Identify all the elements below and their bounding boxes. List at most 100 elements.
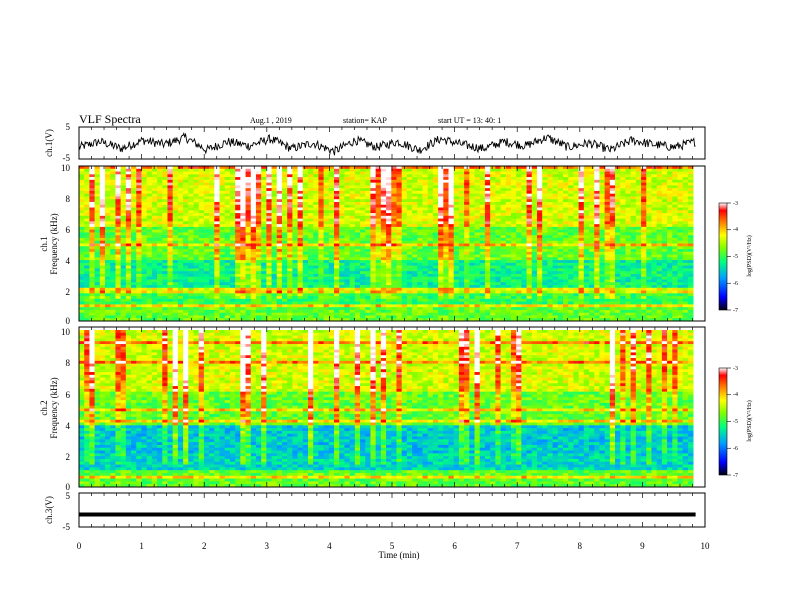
- spectrogram-cell: [625, 268, 632, 272]
- spectrogram-cell: [641, 243, 647, 247]
- spectrogram-cell: [443, 273, 449, 278]
- spectrogram-cell: [375, 210, 382, 214]
- spectrogram-cell: [276, 276, 283, 280]
- spectrogram-cell: [630, 190, 637, 195]
- spectrogram-cell: [500, 243, 507, 247]
- spectrogram-cell: [552, 224, 559, 228]
- spectrogram-cell: [94, 243, 101, 247]
- spectrogram-cell: [438, 179, 444, 184]
- spectrogram-cell: [292, 232, 298, 236]
- spectrogram-cell: [354, 179, 361, 184]
- spectrogram-cell: [250, 271, 257, 275]
- spectrogram-cell: [271, 182, 278, 186]
- spectrogram-cell: [110, 193, 116, 197]
- spectrogram-cell: [105, 232, 111, 236]
- spectrogram-cell: [136, 182, 142, 186]
- spectrogram-cell: [427, 213, 434, 217]
- spectrogram-cell: [620, 218, 626, 222]
- spectrogram-cell: [484, 232, 491, 236]
- spectrogram-cell: [500, 240, 507, 244]
- spectrogram-cell: [552, 276, 559, 280]
- spectrogram-cell: [552, 177, 559, 181]
- spectrogram-cell: [203, 224, 210, 228]
- spectrogram-cell: [609, 237, 616, 242]
- spectrogram-cell: [99, 182, 106, 186]
- spectrogram-cell: [651, 251, 658, 255]
- spectrogram-cell: [240, 240, 246, 244]
- spectrogram-cell: [349, 204, 356, 208]
- spectrogram-cell: [599, 201, 606, 206]
- spectrogram-cell: [682, 224, 689, 228]
- spectrogram-cell: [396, 243, 403, 247]
- spectrogram-cell: [656, 246, 663, 250]
- spectrogram-cell: [125, 262, 132, 267]
- spectrogram-cell: [328, 185, 335, 189]
- spectrogram-cell: [141, 193, 148, 197]
- spectrogram-cell: [271, 235, 278, 239]
- spectrogram-cell: [396, 276, 403, 280]
- spectrogram-cell: [162, 174, 168, 178]
- spectrogram-cell: [287, 193, 293, 197]
- spectrogram-cell: [464, 246, 470, 250]
- spectrogram-cell: [604, 226, 611, 231]
- spectrogram-cell: [141, 188, 148, 192]
- spectrogram-cell: [568, 179, 574, 184]
- spectrogram-cell: [490, 262, 496, 267]
- spectrogram-cell: [635, 262, 642, 267]
- spectrogram-cell: [578, 168, 585, 172]
- spectrogram-cell: [443, 201, 449, 206]
- spectrogram-cell: [370, 276, 377, 280]
- spectrogram-cell: [667, 182, 673, 186]
- spectrogram-cell: [578, 224, 585, 228]
- spectrogram-cell: [484, 179, 491, 184]
- spectrogram-cell: [172, 265, 179, 269]
- spectrogram-cell: [417, 168, 423, 172]
- spectrogram-cell: [84, 237, 90, 242]
- spectrogram-cell: [120, 235, 127, 239]
- spectrogram-cell: [203, 218, 210, 222]
- spectrogram-cell: [224, 273, 231, 278]
- spectrogram-cell: [536, 207, 543, 211]
- spectrogram-cell: [229, 168, 236, 172]
- spectrogram-cell: [646, 199, 652, 203]
- spectrogram-cell: [261, 204, 267, 208]
- spectrogram-cell: [594, 204, 600, 208]
- spectrogram-cell: [620, 174, 626, 178]
- spectrogram-cell: [162, 232, 168, 236]
- spectrogram-cell: [266, 207, 272, 211]
- spectrogram-cell: [495, 224, 501, 228]
- spectrogram-cell: [526, 251, 533, 255]
- spectrogram-cell: [583, 179, 590, 184]
- spectrogram-cell: [672, 215, 678, 219]
- spectrogram-cell: [281, 243, 288, 247]
- spectrogram-cell: [687, 265, 694, 269]
- spectrogram-cell: [146, 196, 153, 200]
- spectrogram-cell: [375, 218, 382, 222]
- spectrogram-cell: [266, 177, 272, 181]
- spectrogram-cell: [287, 249, 293, 253]
- spectrogram-cell: [516, 273, 522, 278]
- spectrogram-cell: [136, 229, 142, 233]
- spectrogram-cell: [615, 229, 621, 233]
- spectrogram-cell: [365, 265, 371, 269]
- spectrogram-cell: [458, 215, 465, 219]
- spectrogram-cell: [94, 190, 101, 195]
- spectrogram-cell: [646, 190, 652, 195]
- spectrogram-cell: [328, 276, 335, 280]
- spectrogram-cell: [255, 179, 262, 184]
- spectrogram-cell: [687, 260, 694, 264]
- spectrogram-cell: [370, 229, 377, 233]
- spectrogram-cell: [443, 257, 449, 261]
- spectrogram-cell: [141, 168, 148, 172]
- spectrogram-cell: [224, 257, 231, 261]
- spectrogram-cell: [656, 240, 663, 244]
- spectrogram-cell: [136, 199, 142, 203]
- spectrogram-cell: [687, 276, 694, 280]
- spectrogram-cell: [609, 251, 616, 255]
- spectrogram-cell: [568, 229, 574, 233]
- spectrogram-cell: [406, 235, 413, 239]
- spectrogram-cell: [131, 224, 137, 228]
- spectrogram-cell: [183, 229, 189, 233]
- ch1-waveform-ticks: [78, 127, 706, 159]
- spectrogram-cell: [479, 182, 486, 186]
